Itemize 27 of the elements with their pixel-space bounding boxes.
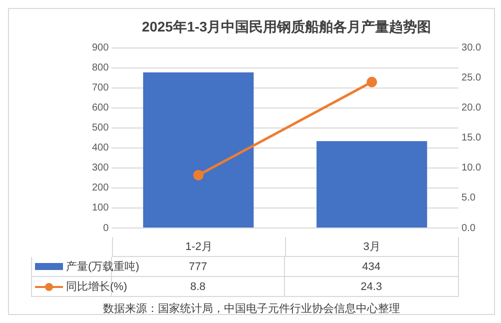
- y2-tick-label: 10.0: [462, 162, 482, 174]
- x-tick-label: 1-2月: [112, 237, 286, 257]
- y-tick-label: 800: [92, 62, 110, 74]
- y2-tick-label: 20.0: [462, 102, 482, 114]
- x-tick-label: 3月: [285, 237, 459, 257]
- y2-tick-label: 5.0: [462, 192, 476, 204]
- y-tick-label: 100: [92, 202, 110, 214]
- data-label: 434: [285, 257, 459, 277]
- source-note: 数据来源：国家统计局，中国电子元件行业协会信息中心整理: [102, 302, 401, 316]
- data-label: 777: [188, 261, 208, 273]
- y2-tick-label: 30.0: [462, 42, 482, 54]
- y2-tick-label: 25.0: [462, 72, 482, 84]
- y-tick-label: 200: [92, 182, 110, 194]
- y-tick-label: 400: [92, 142, 110, 154]
- data-label: 24.3: [285, 277, 459, 297]
- data-label: 8.8: [190, 281, 206, 293]
- y-tick-label: 600: [92, 102, 110, 114]
- legend-label: 产量(万载重吨): [66, 260, 140, 274]
- y2-tick-label: 15.0: [462, 132, 482, 144]
- y-tick-label: 700: [92, 82, 110, 94]
- y-tick-label: 300: [92, 162, 110, 174]
- y-tick-label: 500: [92, 122, 110, 134]
- y-tick-label: 0: [103, 222, 110, 234]
- chart-title: 2025年1-3月中国民用钢质船舶各月产量趋势图: [142, 18, 432, 34]
- y-tick-label: 900: [92, 42, 110, 54]
- legend-label: 同比增长(%): [66, 280, 128, 294]
- y2-tick-label: 0.0: [462, 222, 476, 234]
